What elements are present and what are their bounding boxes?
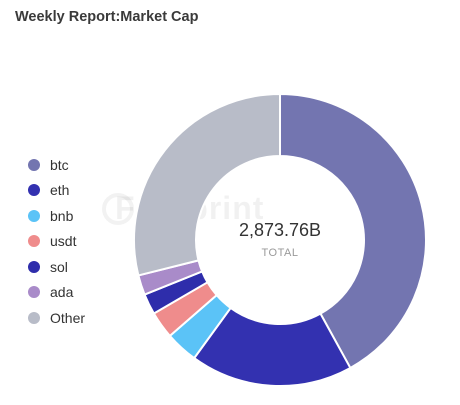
total-value: 2,873.76B — [238, 220, 322, 240]
legend-item-ada[interactable]: ada — [28, 280, 85, 306]
total-label: TOTAL — [261, 247, 299, 259]
chart-title: Weekly Report:Market Cap — [15, 9, 199, 25]
legend-item-bnb[interactable]: bnb — [28, 203, 85, 229]
legend-swatch — [28, 209, 40, 222]
legend-swatch — [28, 311, 40, 324]
legend-item-sol[interactable]: sol — [28, 254, 85, 280]
legend-item-btc[interactable]: btc — [28, 152, 85, 178]
legend-swatch — [28, 184, 40, 197]
legend-label: usdt — [50, 233, 77, 250]
donut-slice-other[interactable] — [133, 92, 281, 277]
legend-item-eth[interactable]: eth — [28, 178, 85, 204]
legend-label: bnb — [50, 207, 74, 224]
legend: btc eth bnb usdt sol ada Other — [28, 152, 85, 331]
legend-label: btc — [50, 156, 69, 173]
legend-swatch — [28, 286, 40, 299]
legend-label: Other — [50, 309, 86, 326]
legend-label: ada — [50, 284, 74, 301]
legend-label: eth — [50, 182, 70, 199]
legend-swatch — [28, 235, 40, 248]
legend-item-usdt[interactable]: usdt — [28, 229, 85, 255]
legend-label: sol — [50, 258, 68, 275]
donut-slice-btc[interactable] — [279, 92, 427, 370]
legend-swatch — [28, 158, 40, 171]
legend-item-other[interactable]: Other — [28, 305, 85, 331]
watermark-logo-icon — [102, 193, 134, 225]
legend-swatch — [28, 260, 40, 273]
